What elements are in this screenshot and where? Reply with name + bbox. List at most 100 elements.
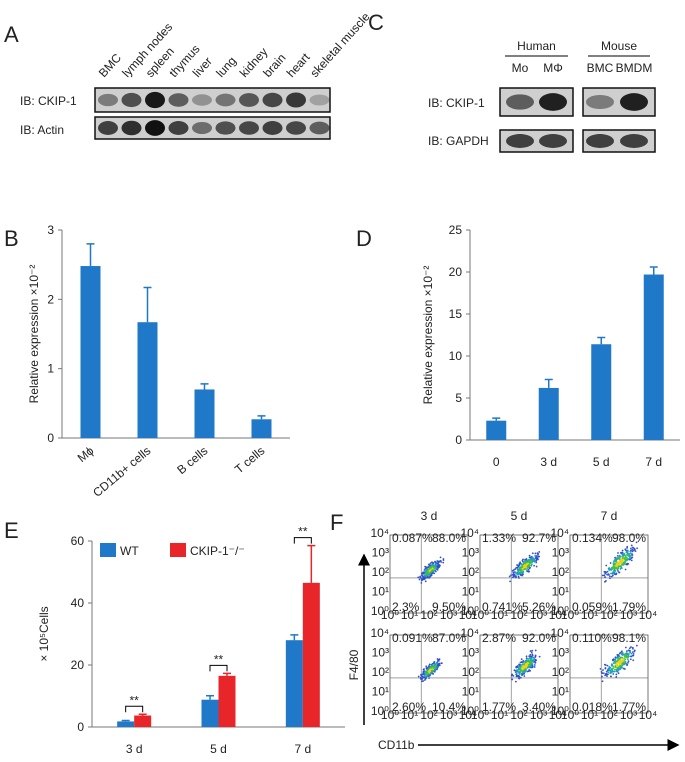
event-dot bbox=[432, 562, 435, 565]
axis-tick-label: 10⁰ bbox=[551, 604, 569, 618]
error-bar bbox=[206, 694, 214, 700]
event-dot bbox=[426, 569, 429, 572]
event-dot bbox=[616, 554, 619, 557]
column-label: 5 d bbox=[511, 509, 528, 523]
blot-band bbox=[620, 93, 648, 111]
event-dot bbox=[602, 672, 605, 675]
bar bbox=[486, 420, 507, 440]
event-dot bbox=[535, 555, 538, 557]
event-dot bbox=[626, 557, 629, 560]
event-dot bbox=[628, 647, 631, 650]
event-dot bbox=[623, 557, 626, 560]
event-dot bbox=[607, 573, 610, 576]
axis-tick-label: 10⁰ bbox=[551, 704, 569, 718]
event-dot bbox=[442, 559, 445, 562]
error-bar bbox=[143, 286, 152, 323]
event-dot bbox=[609, 675, 612, 678]
axis-tick-label: 10¹ bbox=[372, 685, 389, 699]
event-dot bbox=[610, 569, 613, 571]
axis-tick-label: 10² bbox=[510, 608, 527, 622]
quadrant-percent: 0.087% bbox=[392, 531, 433, 545]
event-dot bbox=[429, 564, 431, 567]
blot-band bbox=[620, 134, 648, 148]
event-dot bbox=[603, 574, 606, 577]
axis-tick-label: 10¹ bbox=[462, 585, 479, 599]
event-dot bbox=[615, 561, 618, 563]
event-dot bbox=[635, 541, 638, 544]
event-dot bbox=[425, 573, 427, 576]
event-dot bbox=[612, 564, 615, 567]
event-dot bbox=[601, 574, 604, 577]
event-dot bbox=[619, 563, 621, 565]
event-dot bbox=[606, 669, 609, 671]
event-dot bbox=[607, 673, 609, 676]
event-dot bbox=[627, 562, 630, 565]
event-dot bbox=[514, 576, 517, 579]
event-dot bbox=[536, 553, 539, 556]
event-dot bbox=[518, 671, 521, 674]
event-dot bbox=[530, 557, 533, 560]
event-dot bbox=[624, 568, 627, 571]
event-dot bbox=[614, 556, 616, 559]
event-dot bbox=[433, 572, 436, 575]
event-dot bbox=[605, 564, 608, 567]
axis-tick-label: 10⁴ bbox=[550, 626, 569, 640]
blot-band bbox=[539, 134, 567, 148]
axis-tick-label: 10³ bbox=[530, 608, 547, 622]
y-axis-label: F4/80 bbox=[347, 649, 361, 680]
event-dot bbox=[424, 570, 427, 573]
event-dot bbox=[525, 663, 528, 666]
event-dot bbox=[630, 547, 632, 550]
bar bbox=[285, 640, 303, 727]
event-dot bbox=[534, 659, 537, 661]
y-tick-label: 0 bbox=[455, 433, 462, 447]
event-dot bbox=[417, 675, 420, 678]
event-dot bbox=[617, 672, 620, 675]
event-dot bbox=[521, 674, 523, 677]
event-dot bbox=[515, 566, 518, 569]
event-dot bbox=[438, 658, 441, 661]
event-dot bbox=[612, 673, 615, 675]
event-dot bbox=[529, 562, 532, 565]
row-label: IB: CKIP-1 bbox=[20, 94, 77, 108]
lane-label: Mo bbox=[512, 61, 529, 75]
event-dot bbox=[424, 675, 427, 678]
bar bbox=[643, 274, 664, 440]
event-dot bbox=[533, 664, 536, 666]
event-dot bbox=[534, 656, 537, 659]
quadrant-percent: 98.1% bbox=[612, 631, 646, 645]
event-dot bbox=[528, 570, 531, 573]
x-tick-label: 7 d bbox=[645, 455, 662, 469]
event-dot bbox=[425, 673, 428, 676]
group-label: Mouse bbox=[601, 39, 637, 53]
axis-tick-label: 10³ bbox=[440, 608, 457, 622]
event-dot bbox=[423, 671, 426, 674]
event-dot bbox=[521, 573, 524, 576]
event-dot bbox=[616, 656, 619, 659]
blot-band bbox=[262, 121, 283, 135]
event-dot bbox=[620, 650, 623, 653]
event-dot bbox=[521, 568, 524, 570]
event-dot bbox=[518, 572, 521, 574]
event-dot bbox=[529, 653, 532, 656]
event-dot bbox=[627, 550, 629, 552]
event-dot bbox=[616, 660, 618, 663]
x-tick-label: B cells bbox=[174, 444, 210, 477]
event-dot bbox=[525, 655, 528, 658]
legend-label: CKIP-1⁻/⁻ bbox=[190, 544, 245, 558]
event-dot bbox=[621, 563, 624, 566]
axis-tick-label: 10⁴ bbox=[549, 608, 568, 622]
event-dot bbox=[524, 670, 527, 673]
bar bbox=[591, 344, 612, 440]
quadrant-percent: 88.0% bbox=[432, 531, 466, 545]
event-dot bbox=[535, 561, 538, 564]
event-dot bbox=[615, 662, 618, 665]
event-dot bbox=[424, 576, 426, 579]
axis-tick-label: 10² bbox=[510, 708, 527, 722]
quadrant-percent: 92.0% bbox=[522, 631, 556, 645]
event-dot bbox=[428, 667, 430, 669]
event-dot bbox=[617, 566, 620, 569]
quadrant-percent: 2.87% bbox=[482, 631, 516, 645]
event-dot bbox=[617, 552, 619, 554]
event-dot bbox=[628, 555, 631, 557]
